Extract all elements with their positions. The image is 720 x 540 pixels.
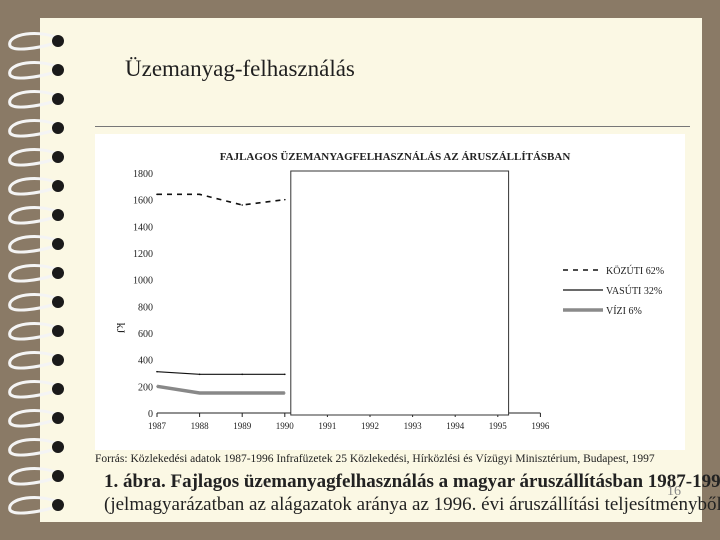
data-point (156, 193, 158, 196)
data-point (241, 204, 243, 206)
spiral-ring (8, 32, 63, 51)
spiral-ring (8, 90, 63, 109)
data-point (284, 373, 286, 376)
data-point (198, 193, 201, 196)
y-axis-label: kJ (114, 323, 128, 334)
spiral-hole (52, 151, 64, 163)
y-tick-label: 800 (138, 302, 153, 313)
chart-panel: FAJLAGOS ÜZEMANYAGFELHASZNÁLÁS AZ ÁRUSZÁ… (95, 134, 685, 450)
x-tick-label: 1987 (148, 421, 167, 431)
source-note: Forrás: Közlekedési adatok 1987-1996 Inf… (95, 453, 655, 465)
spiral-hole (52, 122, 64, 134)
y-tick-label: 1000 (133, 276, 153, 287)
spiral-ring (8, 264, 63, 283)
spiral-hole (52, 35, 64, 47)
legend-label: VASÚTI 32% (606, 285, 662, 297)
x-tick-label: 1989 (233, 421, 252, 431)
y-tick-label: 1800 (133, 169, 153, 180)
y-tick-label: 200 (138, 382, 153, 393)
spiral-ring (8, 409, 63, 428)
spiral-ring (8, 235, 63, 254)
spiral-hole (52, 325, 64, 337)
spiral-ring (8, 380, 63, 399)
spiral-ring (8, 496, 63, 515)
data-point (284, 198, 286, 201)
x-tick-label: 1991 (318, 421, 336, 431)
spiral-hole (52, 470, 64, 482)
data-point (156, 385, 158, 388)
spiral-ring (8, 148, 63, 167)
spiral-ring (8, 177, 63, 196)
spiral-hole (52, 412, 64, 424)
spiral-hole (52, 209, 64, 221)
spiral-ring (8, 119, 63, 138)
spiral-ring (8, 438, 63, 457)
slide-title: Üzemanyag-felhasználás (125, 56, 355, 81)
spiral-hole (52, 383, 64, 395)
x-tick-label: 1996 (531, 421, 550, 431)
spiral-hole (52, 441, 64, 453)
figure-caption-subtitle: (jelmagyarázatban az alágazatok aránya a… (104, 494, 720, 515)
blank-panel (290, 170, 510, 416)
spiral-hole (52, 238, 64, 250)
x-tick-label: 1988 (191, 421, 210, 431)
y-tick-label: 1400 (133, 222, 153, 233)
data-point (241, 392, 243, 394)
x-tick-label: 1993 (404, 421, 423, 431)
series-line (156, 371, 285, 375)
spiral-ring (8, 351, 63, 370)
y-tick-label: 1600 (133, 196, 153, 207)
x-tick-label: 1994 (446, 421, 465, 431)
y-tick-label: 0 (148, 409, 153, 420)
x-tick-label: 1990 (276, 421, 295, 431)
spiral-hole (52, 93, 64, 105)
y-tick-label: 1200 (133, 249, 153, 260)
x-tick-label: 1995 (489, 421, 508, 431)
spiral-hole (52, 180, 64, 192)
page-number: 16 (667, 484, 681, 499)
spiral-ring (8, 322, 63, 341)
spiral-ring (8, 206, 63, 225)
series-line (157, 193, 285, 206)
spiral-ring (8, 293, 63, 312)
data-point (241, 373, 243, 376)
x-tick-label: 1992 (361, 421, 379, 431)
data-point (198, 373, 201, 376)
legend-label: KÖZÚTI 62% (606, 265, 664, 277)
y-tick-label: 400 (138, 356, 153, 367)
legend-label: VÍZI 6% (606, 305, 642, 317)
spiral-hole (52, 499, 64, 511)
spiral-hole (52, 267, 64, 279)
spiral-binding (8, 32, 64, 515)
figure-caption: 1. ábra. Fajlagos üzemanyagfelhasználás … (104, 471, 720, 492)
title-divider (95, 126, 690, 127)
spiral-hole (52, 354, 64, 366)
data-point (156, 370, 158, 373)
y-tick-label: 600 (138, 329, 153, 340)
spiral-hole (52, 296, 64, 308)
series-line (156, 384, 285, 395)
data-point (198, 392, 201, 394)
spiral-ring (8, 467, 63, 486)
data-point (284, 392, 286, 394)
spiral-hole (52, 64, 64, 76)
spiral-ring (8, 61, 63, 80)
line-chart: FAJLAGOS ÜZEMANYAGFELHASZNÁLÁS AZ ÁRUSZÁ… (114, 150, 664, 431)
chart-title: FAJLAGOS ÜZEMANYAGFELHASZNÁLÁS AZ ÁRUSZÁ… (220, 150, 571, 163)
